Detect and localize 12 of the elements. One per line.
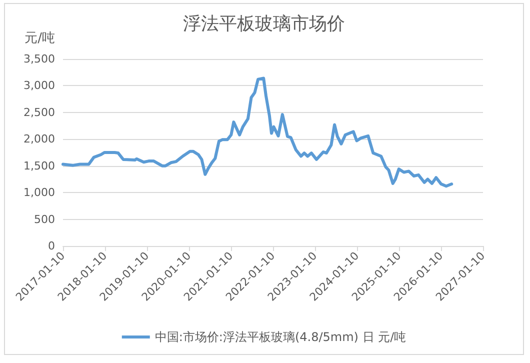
line-series: [62, 76, 454, 188]
y-tick-label: 500: [34, 212, 55, 226]
y-axis-title: 元/吨: [24, 31, 55, 46]
y-tick-label: 1,500: [24, 159, 55, 172]
legend-label: 中国:市场价:浮法平板玻璃(4.8/5mm) 日 元/吨: [154, 330, 406, 344]
y-tick-label: 3,000: [24, 79, 55, 92]
y-tick-label: 1,000: [24, 186, 55, 200]
y-tick-label: 3,500: [24, 52, 55, 66]
y-tick-label: 2,000: [24, 132, 55, 146]
y-tick-label: 0: [48, 240, 55, 252]
y-tick-label: 2,500: [24, 106, 55, 119]
chart-title: 浮法平板玻璃市场价: [183, 14, 345, 34]
